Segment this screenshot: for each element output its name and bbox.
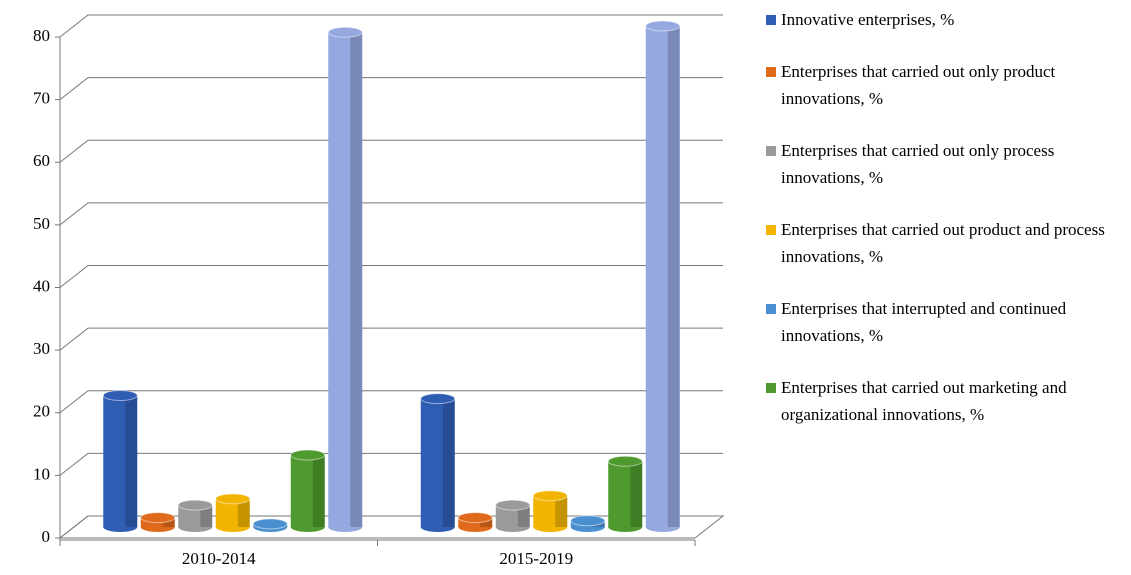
bar-shade <box>237 498 250 527</box>
bar-body <box>495 505 530 527</box>
bar-top <box>532 490 568 502</box>
bar-shade <box>480 517 493 527</box>
bar <box>495 499 531 532</box>
bar <box>645 20 681 532</box>
bar-shade <box>630 461 643 527</box>
legend-item: Enterprises that carried out product and… <box>766 216 1111 270</box>
bar <box>215 493 251 532</box>
y-tick-label: 10 <box>33 464 50 483</box>
legend-label: Enterprises that interrupted and continu… <box>781 299 1067 345</box>
legend-swatch <box>766 15 776 25</box>
bar-body <box>645 26 680 527</box>
bar <box>607 455 643 532</box>
bar-shade <box>555 495 568 527</box>
legend-swatch <box>766 383 776 393</box>
y-tick-label: 0 <box>42 527 51 546</box>
bar-shade <box>442 398 455 527</box>
y-tick-label: 60 <box>33 151 50 170</box>
bar-top <box>215 493 251 505</box>
bar-body <box>103 395 138 527</box>
x-tick-label: 2015-2019 <box>499 549 573 568</box>
bar-top <box>645 20 681 32</box>
grid-line <box>59 327 723 351</box>
legend-swatch <box>766 304 776 314</box>
bar <box>327 26 363 532</box>
y-tick-label: 20 <box>33 402 50 421</box>
bar-top <box>327 26 363 38</box>
bar-top <box>102 389 138 401</box>
bar <box>102 389 138 532</box>
bar-body <box>420 398 455 527</box>
bar <box>420 393 456 532</box>
legend-item: Enterprises that carried out marketing a… <box>766 374 1111 428</box>
bar <box>177 499 213 532</box>
grid-line <box>59 265 723 288</box>
bar-shade <box>125 395 138 527</box>
legend-label: Enterprises that carried out only produc… <box>781 62 1056 108</box>
x-tick-label: 2010-2014 <box>182 549 256 568</box>
y-tick-label: 50 <box>33 214 50 233</box>
bar-shade <box>517 505 530 527</box>
y-tick-label: 40 <box>33 276 50 295</box>
bar-body <box>608 461 643 527</box>
legend-item: Enterprises that interrupted and continu… <box>766 295 1111 349</box>
bar <box>140 512 176 532</box>
legend: Innovative enterprises, % Enterprises tha… <box>766 6 1111 453</box>
bar-top <box>495 499 531 511</box>
bar-top <box>290 449 326 461</box>
y-tick-label: 30 <box>33 339 50 358</box>
legend-swatch <box>766 67 776 77</box>
grid-line <box>59 202 723 226</box>
legend-label: Innovative enterprises, % <box>781 10 955 29</box>
bar-top <box>607 455 643 467</box>
legend-item: Enterprises that carried out only produc… <box>766 58 1111 112</box>
bar <box>570 515 606 532</box>
y-tick-label: 80 <box>33 26 50 45</box>
legend-swatch <box>766 225 776 235</box>
bar-top <box>177 499 213 511</box>
legend-item: Enterprises that carried out only proces… <box>766 137 1111 191</box>
bar-top <box>252 518 288 530</box>
bar <box>457 512 493 532</box>
bar-top <box>570 515 606 527</box>
grid-line <box>59 14 723 38</box>
bar-shade <box>312 454 325 527</box>
bar-top <box>457 512 493 524</box>
bar-shade <box>350 32 363 527</box>
bar <box>290 449 326 532</box>
bar-shade <box>667 26 680 527</box>
y-tick-label: 70 <box>33 89 50 108</box>
legend-label: Enterprises that carried out only proces… <box>781 141 1055 187</box>
grid-line <box>59 77 723 101</box>
legend-label: Enterprises that carried out marketing a… <box>781 378 1067 424</box>
grid-line <box>59 390 723 414</box>
bar-top <box>420 393 456 405</box>
legend-swatch <box>766 146 776 156</box>
bar-shade <box>200 505 213 527</box>
bar-body <box>178 505 213 527</box>
legend-label: Enterprises that carried out product and… <box>781 220 1105 266</box>
bar-shade <box>162 517 175 527</box>
bar <box>252 518 288 532</box>
grid-line <box>59 139 723 163</box>
legend-item: Innovative enterprises, % <box>766 6 1111 33</box>
bar-body <box>290 454 325 527</box>
bar-top <box>140 512 176 524</box>
bar <box>532 490 568 532</box>
bar-body <box>328 32 363 527</box>
grid-line <box>59 452 723 476</box>
